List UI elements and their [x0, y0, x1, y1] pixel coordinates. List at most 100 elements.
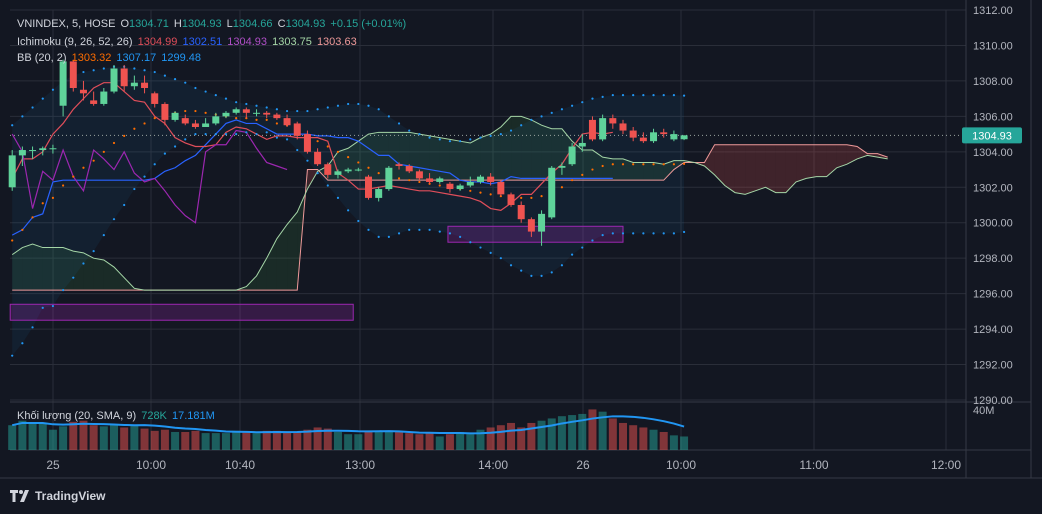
bb-basis-dot	[438, 184, 441, 187]
legend-main[interactable]: VNINDEX, 5, HOSE O1304.71 H1304.93 L1304…	[17, 17, 408, 31]
bb-upper-dot	[245, 102, 248, 106]
bb-lower-dot	[133, 187, 136, 191]
candle	[354, 167, 362, 172]
legend-ichimoku[interactable]: Ichimoku (9, 26, 52, 26) 1304.99 1302.51…	[17, 35, 359, 49]
bb-lower-dot	[255, 132, 258, 136]
bb-lower-dot	[82, 262, 85, 265]
candle	[141, 75, 149, 94]
bb-lower-dot	[509, 264, 513, 267]
cloud-segment	[663, 160, 674, 181]
bb-upper-dot	[143, 69, 146, 72]
bb-upper-dot	[428, 136, 431, 139]
legend-bb-basis: 1303.32	[71, 52, 112, 64]
candle-body	[151, 93, 159, 104]
bb-upper-dot	[591, 97, 594, 100]
candlesticks[interactable]	[8, 59, 688, 246]
legend-ichimoku-span-a: 1303.75	[272, 36, 312, 48]
candle-body	[181, 118, 189, 124]
candle-body	[599, 118, 607, 140]
bb-basis-dot	[479, 191, 482, 194]
bb-upper-dot	[21, 115, 24, 118]
bb-lower-dot	[357, 219, 360, 223]
bb-upper-dot	[316, 108, 319, 111]
bb-upper-dot	[621, 93, 625, 97]
bb-lower-dot	[326, 184, 329, 187]
candle-body	[120, 68, 128, 87]
bb-upper-dot	[255, 104, 258, 107]
volume-bar	[445, 434, 454, 450]
volume-bar	[242, 431, 251, 450]
bb-upper-dot	[682, 94, 686, 97]
candle	[375, 187, 383, 202]
volume-bar	[354, 434, 363, 450]
bb-upper-dot	[642, 93, 645, 97]
candle	[497, 180, 505, 197]
bb-upper-dot	[306, 109, 309, 113]
bb-basis-dot	[265, 118, 268, 122]
candle	[49, 144, 57, 154]
candle-body	[49, 148, 57, 150]
bb-lower-dot	[275, 136, 278, 139]
volume-bar	[629, 425, 638, 450]
bb-upper-dot	[285, 109, 289, 113]
cloud-segment	[256, 258, 267, 291]
candle	[242, 107, 250, 119]
legend-change: +0.15 (+0.01%)	[330, 18, 407, 30]
candle-body	[527, 219, 535, 232]
bb-upper-dot	[601, 95, 604, 98]
bb-basis-dot	[153, 117, 156, 120]
legend-volume[interactable]: Khối lượng (20, SMA, 9) 728K 17.181M	[17, 409, 217, 423]
legend-bb[interactable]: BB (20, 2) 1303.32 1307.17 1299.48	[17, 51, 203, 65]
volume-bar	[272, 430, 281, 450]
base-line	[11, 119, 613, 236]
volume-bar	[537, 420, 546, 450]
candle	[639, 132, 647, 143]
y-tick-label: 1292.00	[973, 360, 1013, 372]
cloud-segment	[449, 139, 461, 181]
volume-bar	[588, 409, 597, 450]
bb-lower-dot	[214, 132, 217, 136]
candle	[263, 111, 271, 119]
bb-upper-dot	[275, 108, 278, 111]
bb-basis-dot	[133, 127, 136, 130]
bb-lower-dot	[21, 342, 24, 345]
bb-upper-dot	[367, 104, 370, 107]
bb-upper-dot	[336, 104, 340, 107]
candle-body	[171, 112, 179, 120]
candle-body	[385, 167, 393, 190]
candle-body	[344, 169, 352, 172]
bb-lower-dot	[550, 271, 553, 274]
cloud-segment	[796, 144, 807, 182]
candle-body	[619, 123, 627, 131]
bb-lower-dot	[581, 246, 584, 249]
volume-bar	[619, 422, 627, 450]
volume-bar	[99, 426, 108, 450]
cloud-segment	[653, 162, 664, 181]
bb-lower-dot	[611, 232, 614, 235]
cloud-segment	[490, 127, 501, 181]
cloud-segment	[643, 162, 654, 181]
candle	[395, 162, 403, 170]
volume-bar	[578, 413, 587, 450]
bb-lower-dot	[235, 132, 238, 136]
cloud-segment	[42, 247, 53, 291]
price-badge-bg	[962, 127, 1022, 144]
candle	[212, 112, 220, 126]
candle-body	[303, 134, 311, 152]
candle-body	[191, 123, 199, 127]
x-tick-label: 25	[46, 458, 60, 472]
candle	[650, 128, 658, 143]
cloud-segment	[734, 144, 746, 195]
tradingview-logo[interactable]: TradingView	[10, 488, 105, 504]
volume-bar	[384, 430, 393, 450]
bollinger-fill	[12, 66, 685, 356]
candle-body	[324, 164, 332, 175]
y-tick-label: 1290.00	[973, 395, 1013, 407]
cloud-segment	[816, 144, 827, 177]
x-tick-label: 26	[576, 458, 590, 472]
price-badge: 1304.93	[972, 130, 1012, 142]
x-tick-label: 10:00	[136, 458, 166, 472]
bb-basis-dot	[611, 163, 614, 166]
bb-basis-dot	[92, 159, 95, 162]
